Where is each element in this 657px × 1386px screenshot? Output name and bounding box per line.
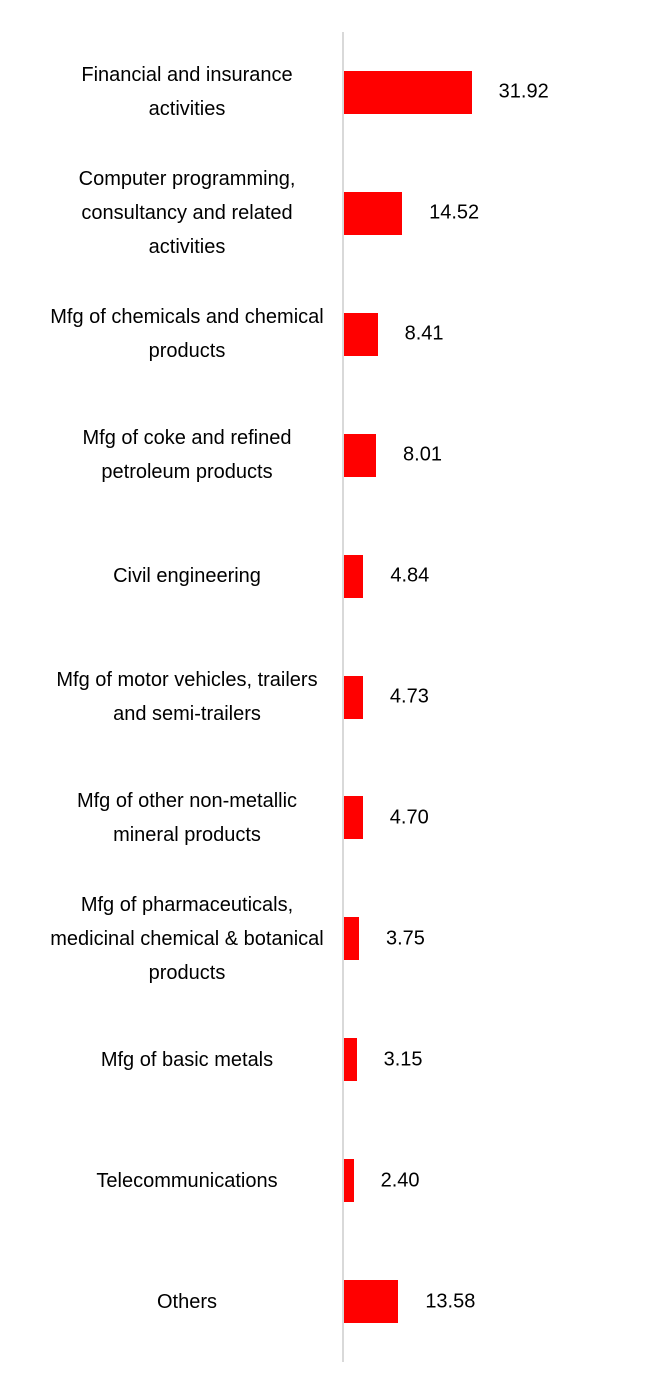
bar (344, 554, 364, 598)
bar (344, 312, 378, 356)
category-label: Mfg of motor vehicles, trailers and semi… (56, 669, 318, 725)
category-label: Civil engineering (113, 565, 261, 588)
value-label: 31.92 (498, 80, 549, 103)
category-label: Computer programming, consultancy and re… (78, 168, 296, 259)
value-label: 3.75 (386, 927, 425, 950)
value-label: 14.52 (429, 201, 480, 224)
value-label: 8.01 (403, 443, 442, 466)
value-label: 2.40 (380, 1169, 420, 1192)
bar (344, 1038, 357, 1082)
bar (344, 191, 403, 235)
category-label: Mfg of chemicals and chemical products (50, 306, 324, 363)
bar (344, 1159, 354, 1203)
value-label: 13.58 (425, 1290, 476, 1313)
bar (344, 917, 359, 961)
category-label: Others (156, 1290, 218, 1313)
category-label: Financial and insurance activities (81, 64, 293, 121)
category-label: Mfg of pharmaceuticals, medicinal chemic… (50, 893, 324, 984)
value-label: 8.41 (404, 322, 444, 345)
value-label: 3.15 (383, 1048, 423, 1071)
category-label: Telecommunications (96, 1169, 278, 1192)
bar (344, 1280, 399, 1324)
bar (344, 70, 472, 114)
bar (344, 796, 363, 840)
bar (344, 675, 363, 719)
value-label: 4.84 (390, 564, 430, 587)
category-label: Mfg of basic metals (100, 1048, 274, 1071)
axis-line (342, 32, 344, 1362)
category-label: Mfg of other non-metallic mineral produc… (76, 789, 298, 846)
value-label: 4.73 (389, 685, 429, 708)
category-label: Mfg of coke and refined petroleum produc… (82, 427, 292, 484)
bar (344, 433, 377, 477)
value-label: 4.70 (389, 806, 429, 829)
